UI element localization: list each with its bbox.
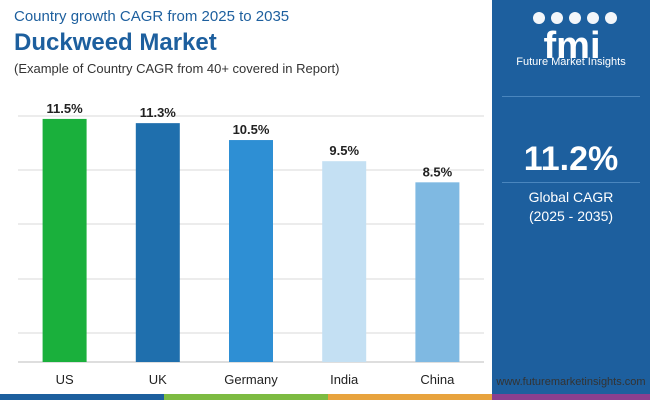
x-tick-label-uk: UK [149, 372, 167, 387]
chart-note: (Example of Country CAGR from 40+ covere… [14, 61, 340, 76]
sidebar-divider-mid [502, 182, 640, 183]
logo-caption: Future Market Insights [516, 56, 626, 68]
global-cagr-label: Global CAGR (2025 - 2035) [492, 188, 650, 226]
bar-chart: 11.5% US 11.3% UK 10.5% Germany 9.5% India 8.5% C… [0, 86, 492, 391]
x-tick-label-china: China [420, 372, 455, 387]
bar-china [415, 182, 460, 362]
data-label-india: 9.5% [329, 143, 359, 158]
bar-india [322, 161, 367, 362]
global-cagr-period: (2025 - 2035) [528, 208, 614, 224]
global-cagr-value: 11.2% [523, 140, 619, 178]
x-tick-label-india: India [330, 372, 359, 387]
bar-us [42, 118, 87, 362]
footer-band-purple [492, 394, 650, 400]
fmi-logo: fmi [533, 12, 617, 67]
footer-band-orange [328, 394, 492, 400]
chart-title: Duckweed Market [14, 29, 217, 56]
global-cagr-title: Global CAGR [528, 189, 614, 205]
sidebar-divider-top [502, 96, 640, 97]
data-label-us: 11.5% [47, 101, 84, 116]
bar-chart-svg: 11.5% US 11.3% UK 10.5% Germany 9.5% India 8.5% C… [18, 101, 484, 387]
bar-uk [135, 123, 180, 362]
data-label-uk: 11.3% [140, 105, 177, 120]
website-link[interactable]: www.futuremarketinsights.com [496, 376, 646, 388]
footer-band-blue [0, 394, 164, 400]
data-label-china: 8.5% [423, 164, 453, 179]
chart-header: Country growth CAGR from 2025 to 2035 Du… [14, 8, 484, 78]
x-tick-label-us: US [56, 372, 74, 387]
data-label-germany: 10.5% [233, 122, 270, 137]
sidebar-panel: fmi Future Market Insights 11.2% Global … [492, 0, 650, 400]
x-tick-label-germany: Germany [224, 372, 278, 387]
bar-germany [229, 140, 273, 362]
footer-band-green [164, 394, 328, 400]
logo-wordmark: fmi [544, 25, 601, 67]
footer-color-band [0, 394, 650, 400]
chart-subtitle: Country growth CAGR from 2025 to 2035 [14, 8, 290, 25]
